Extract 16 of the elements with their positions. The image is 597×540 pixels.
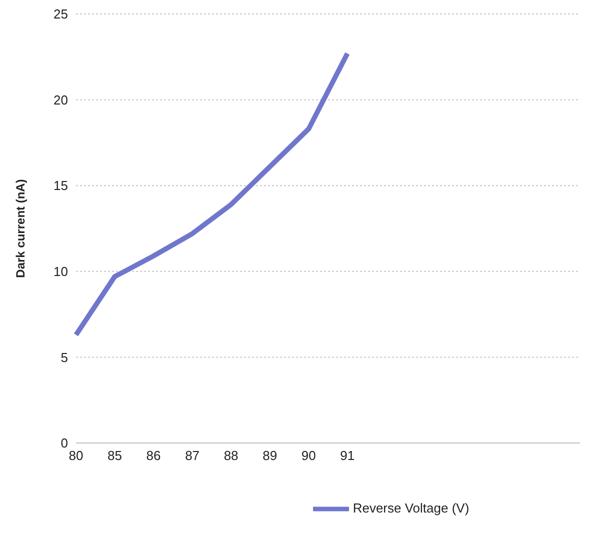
x-tick-label: 89 (262, 448, 278, 464)
x-tick-label: 91 (340, 448, 355, 464)
y-tick-label: 10 (54, 264, 68, 280)
y-tick-label: 20 (54, 92, 68, 108)
y-axis-title: Dark current (nA) (13, 179, 28, 278)
legend-label: Reverse Voltage (V) (352, 500, 470, 516)
y-tick-label: 0 (60, 436, 68, 451)
x-tick-label: 88 (224, 448, 238, 464)
y-tick-label: 15 (54, 178, 68, 194)
x-tick-label: 87 (185, 448, 200, 464)
x-tick-label: 80 (68, 448, 84, 464)
y-tick-label: 5 (60, 350, 68, 365)
x-tick-label: 90 (301, 448, 316, 464)
x-tick-label: 85 (108, 448, 122, 464)
x-tick-label: 86 (146, 448, 161, 464)
y-tick-label: 25 (54, 6, 68, 22)
